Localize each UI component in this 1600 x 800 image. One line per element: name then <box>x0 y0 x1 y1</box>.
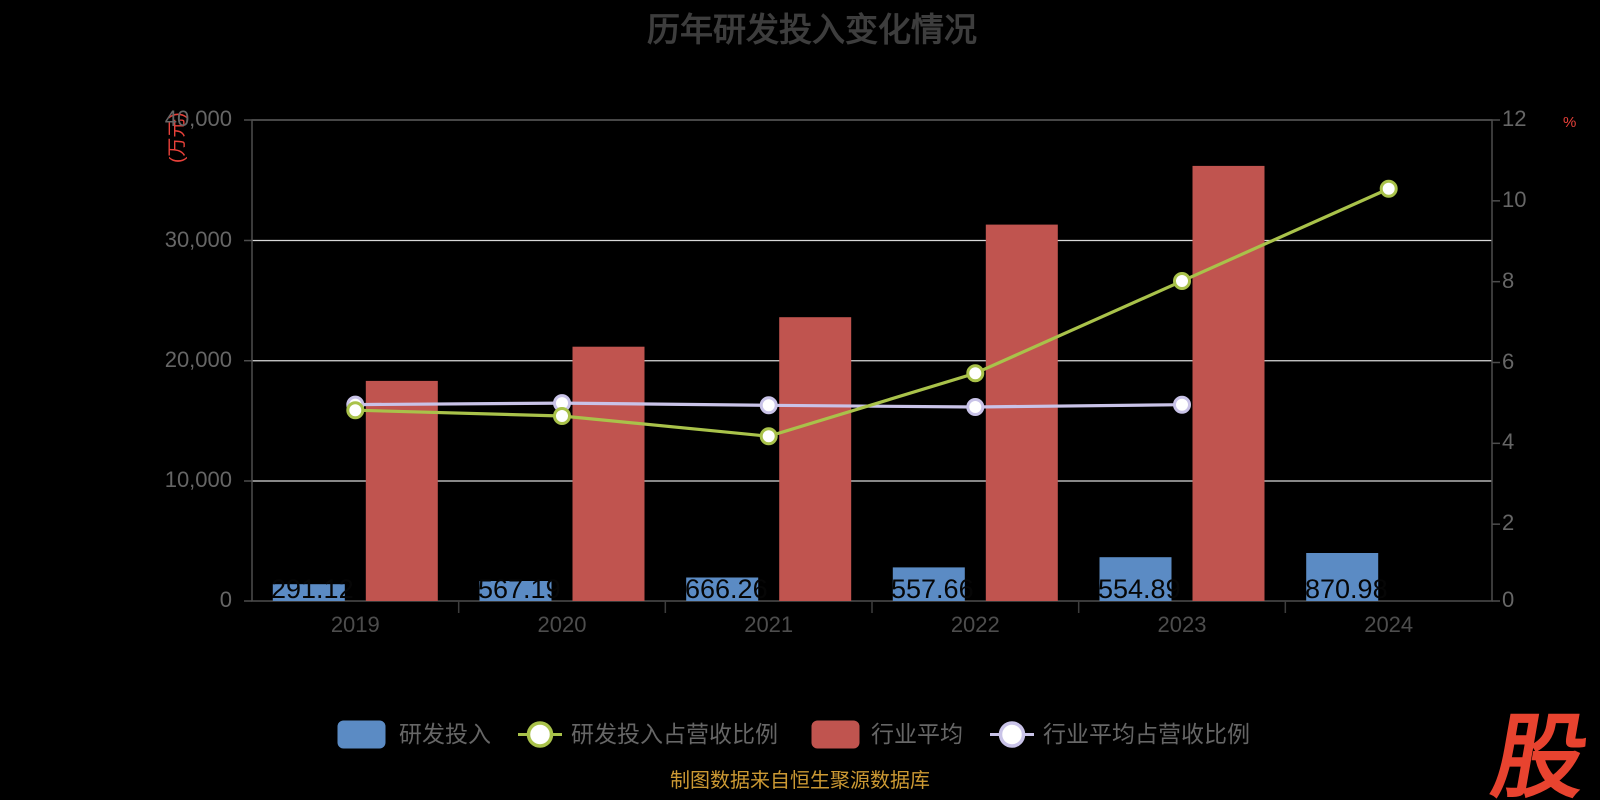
svg-text:研发投入占营收比例: 研发投入占营收比例 <box>571 721 778 747</box>
svg-text:股: 股 <box>1485 706 1595 800</box>
svg-text:291.12: 291.12 <box>271 574 354 604</box>
svg-text:870.98: 870.98 <box>1305 574 1388 604</box>
svg-text:666.26: 666.26 <box>685 574 768 604</box>
svg-text:研发投入: 研发投入 <box>399 721 491 747</box>
svg-text:%: % <box>1563 114 1576 131</box>
svg-text:567.19: 567.19 <box>478 574 561 604</box>
svg-text:行业平均占营收比例: 行业平均占营收比例 <box>1043 721 1250 747</box>
svg-text:制图数据来自恒生聚源数据库: 制图数据来自恒生聚源数据库 <box>670 769 930 792</box>
svg-text:554.89: 554.89 <box>1098 574 1181 604</box>
svg-text:557.66: 557.66 <box>891 574 974 604</box>
svg-text:行业平均: 行业平均 <box>871 721 963 747</box>
